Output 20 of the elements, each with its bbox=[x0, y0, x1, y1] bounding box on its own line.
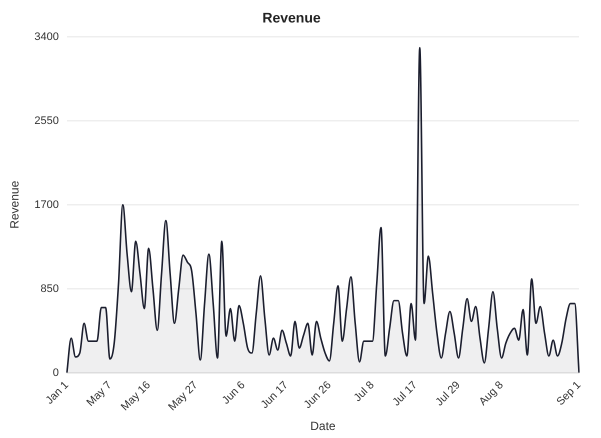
y-tick-label: 1700 bbox=[34, 198, 59, 211]
x-tick-label: Aug 8 bbox=[476, 379, 506, 408]
x-tick-label: Jun 26 bbox=[302, 379, 334, 412]
x-tick-label: Jul 8 bbox=[352, 379, 377, 404]
x-tick-label: Jun 17 bbox=[258, 379, 291, 412]
y-tick-label: 3400 bbox=[34, 30, 59, 43]
x-tick-label: Jul 29 bbox=[434, 379, 463, 408]
y-tick-label: 0 bbox=[52, 366, 59, 379]
x-axis-title: Date bbox=[310, 419, 336, 434]
x-tick-label: Sep 1 bbox=[554, 379, 584, 408]
x-tick-label: May 7 bbox=[84, 379, 114, 409]
x-tick-label: Jun 6 bbox=[220, 379, 248, 407]
x-tick-label: Jul 17 bbox=[390, 379, 420, 408]
chart-title: Revenue bbox=[262, 9, 321, 26]
y-axis-title: Revenue bbox=[8, 180, 22, 229]
x-tick-label: May 27 bbox=[166, 379, 200, 414]
y-tick-label: 2550 bbox=[34, 114, 59, 127]
y-tick-label: 850 bbox=[40, 282, 59, 295]
x-tick-label: Jan 1 bbox=[44, 379, 72, 407]
x-tick-label: May 16 bbox=[118, 379, 153, 414]
